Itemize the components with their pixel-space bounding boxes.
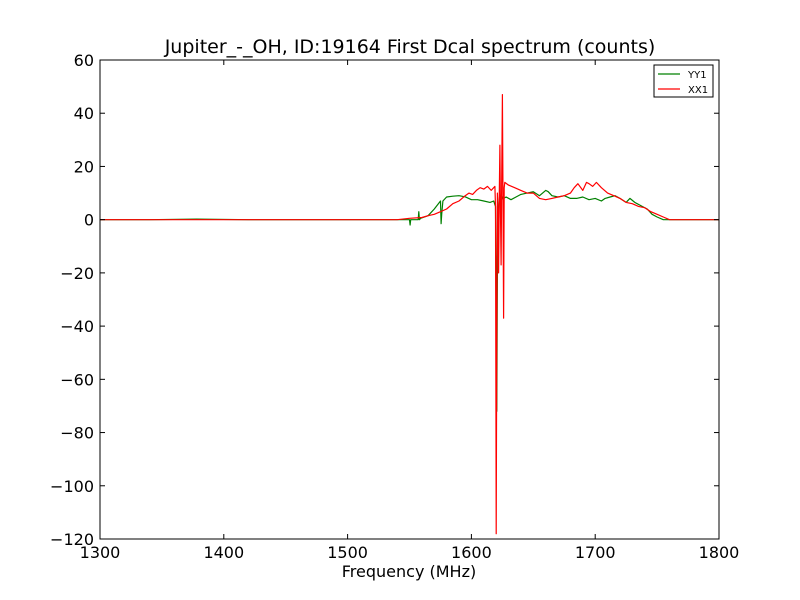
y-tick-label: −60 [60, 370, 94, 389]
x-tick-label: 1600 [451, 543, 492, 562]
x-tick-label: 1400 [203, 543, 244, 562]
series-layer [100, 93, 719, 535]
y-tick-label: 60 [74, 51, 94, 70]
y-tick-label: −20 [60, 264, 94, 283]
x-tick-label: 1800 [699, 543, 740, 562]
series-line-xx1 [100, 93, 719, 535]
legend-label-yy1: YY1 [687, 70, 707, 81]
chart-title: Jupiter_-_OH, ID:19164 First Dcal spectr… [164, 36, 656, 58]
y-tick-label: −120 [50, 530, 94, 549]
y-tick-label: −80 [60, 424, 94, 443]
y-tick-label: −100 [50, 477, 94, 496]
tick-layer: 1300 1400 1500 1600 1700 1800 60 40 20 0 −20 −40 −60… [50, 51, 739, 562]
x-axis-title: Frequency (MHz) [342, 562, 476, 581]
x-tick-label: 1700 [575, 543, 616, 562]
legend-label-xx1: XX1 [688, 85, 708, 96]
y-tick-label: −40 [60, 317, 94, 336]
x-tick-label: 1500 [327, 543, 368, 562]
plot-frame [99, 59, 720, 540]
legend-box [653, 64, 714, 98]
y-tick-label: 40 [74, 104, 94, 123]
y-tick-label: 0 [84, 211, 94, 230]
y-tick-label: 20 [74, 157, 94, 176]
x-tick-label: 1300 [80, 543, 121, 562]
